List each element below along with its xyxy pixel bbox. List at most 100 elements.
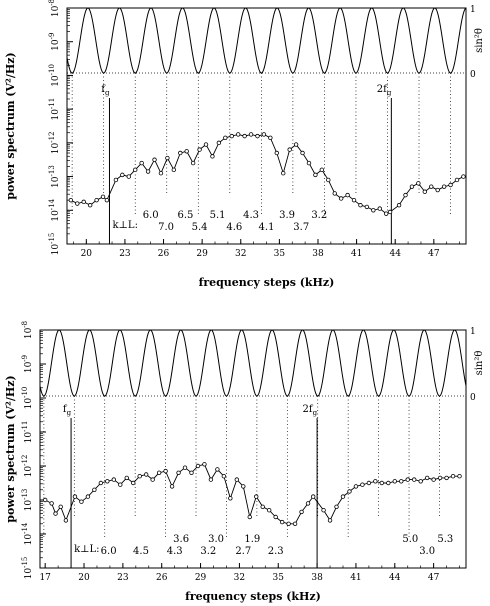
data-point [137,474,142,479]
y-tick-label: 10-8 [48,0,61,17]
data-point [405,477,410,482]
data-point [131,480,136,486]
y2-tick-label: 1 [470,327,476,337]
data-point [441,184,447,189]
data-point [92,487,97,492]
kperp-value: 4.6 [226,222,242,233]
data-point [150,477,155,482]
x-tick-label: 44 [389,249,401,259]
data-point [126,174,131,179]
data-point [49,501,54,506]
data-point [371,208,376,213]
y-tick-label: 10-15 [48,233,61,256]
x-tick-label: 29 [196,249,208,259]
data-point [373,479,378,484]
x-axis-label: frequency steps (kHz) [199,276,335,289]
data-point [366,480,372,486]
y-tick-label: 10-13 [21,489,34,512]
y-tick-label: 10-15 [21,557,34,580]
y-axis-label: power spectrum (V²/Hz) [4,52,17,199]
data-point [300,150,305,156]
data-point [386,480,391,486]
data-point [292,521,298,526]
x-tick-label: 20 [81,249,93,259]
data-point [203,142,209,147]
data-point [311,494,316,499]
data-point [228,496,233,501]
data-point [396,203,402,208]
data-point [72,494,78,499]
x-tick-label: 47 [428,249,440,259]
kperp-value: 5.3 [437,534,453,545]
data-point [221,474,227,479]
data-point [184,149,189,154]
data-point [190,160,196,166]
x-tick-label: 44 [389,573,401,583]
kperp-value: 4.1 [259,222,275,233]
kperp-value: 5.4 [192,222,208,233]
data-point [118,482,123,487]
data-point [202,462,207,467]
data-point [75,201,80,206]
data-point [351,197,357,203]
data-point [100,194,106,199]
data-point [176,470,181,475]
data-point [63,518,69,523]
data-point [412,477,417,482]
data-point [268,135,273,140]
y-tick-label: 10-13 [48,165,61,188]
spectrum-curve [44,463,460,525]
data-point [403,192,408,198]
y-tick-label: 10-10 [48,64,61,87]
data-point [120,172,125,178]
kperp-value: 2.7 [235,546,251,557]
kperp-value: 3.0 [419,546,435,557]
data-point [353,484,359,489]
plot-frame [66,7,467,245]
kperp-value: 5.0 [402,534,418,545]
data-point [241,484,246,489]
y2-tick-label: 0 [470,70,476,80]
data-point [450,474,456,479]
y-tick-label: 10-9 [48,33,61,51]
data-point [111,477,117,482]
data-point [345,192,350,198]
y-tick-label: 10-12 [48,131,61,154]
chart-top: 10-15 10-14 10-13 10-12 10-11 10-10 10-9 10-8 20… [4,0,485,289]
y-tick-label: 10-10 [21,387,34,410]
kperp-value: 6.5 [177,210,193,221]
x-tick-label: 29 [195,573,207,583]
data-point [195,463,201,469]
data-point [104,197,110,203]
x-tick-label: 47 [428,573,440,583]
data-point [273,514,278,520]
x-tick-label: 20 [78,573,90,583]
data-point [248,132,254,137]
data-point [321,508,326,513]
kperp-value: 1.9 [244,534,260,545]
data-point [279,519,285,525]
y-tick-label: 10-9 [21,355,34,373]
x-tick-label: 38 [312,249,324,259]
data-point [81,199,86,205]
data-point [260,504,265,509]
data-point [197,147,202,152]
kperp-value: 3.7 [293,222,309,233]
data-point [360,482,365,487]
data-point [437,475,443,481]
sin2-curve [66,7,467,74]
data-point [332,191,337,196]
y2-tick-label: 1 [470,5,476,15]
x-tick-label: 35 [274,249,286,259]
marker-label: fg [101,84,110,97]
spectrum-curve [70,133,464,215]
data-point [234,477,240,482]
data-point [189,470,194,475]
x-tick-label: 26 [158,249,170,259]
data-point [42,497,48,503]
x-tick-label: 35 [273,573,285,583]
data-point [85,494,91,499]
data-point [53,511,58,516]
y2-axis-label: sin²θ [474,28,485,53]
data-point [431,477,436,482]
